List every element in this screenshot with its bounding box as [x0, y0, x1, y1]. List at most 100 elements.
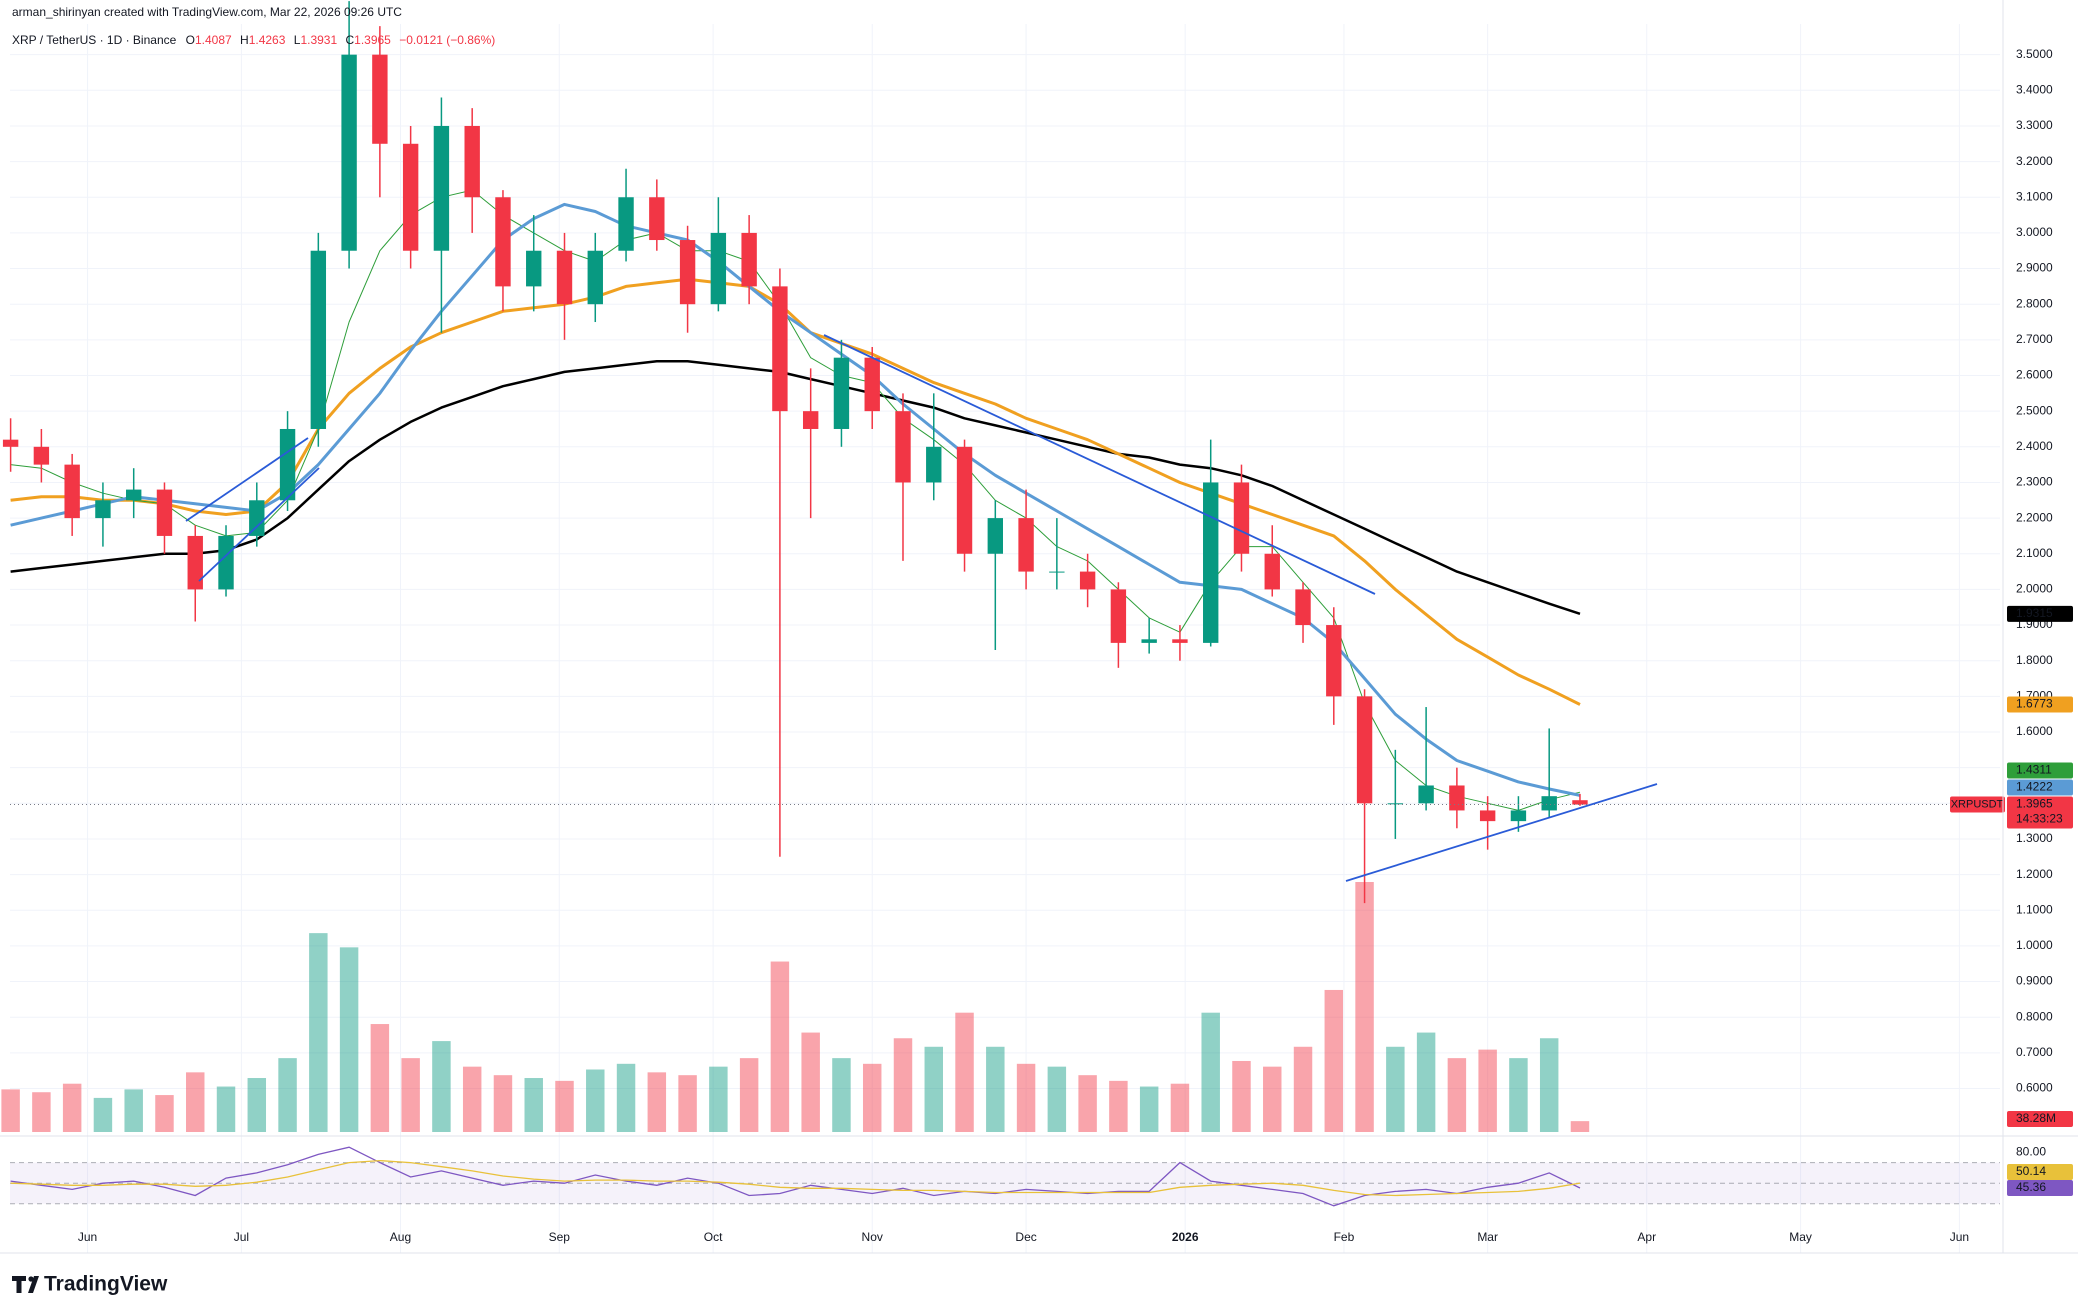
volume-bar — [647, 1072, 667, 1132]
rsi-panel: 80.00 50.14 45.36 — [10, 1145, 2073, 1207]
candle-body — [1572, 800, 1588, 805]
logo-dot — [28, 1276, 34, 1282]
candle-body — [1510, 810, 1527, 822]
trendlines — [185, 334, 1658, 882]
volume-bar — [955, 1012, 974, 1132]
candle-body — [279, 428, 296, 501]
y-tick-label: 2.9000 — [2016, 261, 2053, 275]
volume-bar — [1478, 1049, 1497, 1132]
candle-body — [249, 500, 265, 536]
volume-bar — [32, 1092, 51, 1132]
candle-body — [1203, 482, 1219, 643]
trendline — [198, 467, 320, 582]
rsi-tag — [2007, 1163, 2073, 1180]
y-tick-label: 3.0000 — [2016, 225, 2053, 239]
symbol-tag — [1950, 796, 2005, 813]
moving-average — [10, 277, 1581, 706]
candle-body — [126, 489, 142, 501]
x-tick-label: Aug — [390, 1230, 411, 1244]
volume-bar — [1139, 1086, 1159, 1132]
price-tag-label: 1.6773 — [2016, 697, 2053, 711]
trendline — [1345, 783, 1658, 882]
price-tag — [2007, 779, 2073, 796]
y-tick-label: 3.2000 — [2016, 154, 2053, 168]
ohlc-key: L — [294, 33, 301, 47]
logo-mark — [12, 1276, 39, 1293]
candle-body — [1079, 571, 1096, 590]
candle-body — [1449, 785, 1465, 811]
moving-averages — [10, 189, 1581, 811]
candle-body — [1479, 810, 1496, 822]
candles — [2, 1, 2000, 904]
candle-body — [772, 286, 788, 412]
volume-bar — [216, 1086, 236, 1132]
volume-bar — [1078, 1075, 1097, 1132]
ohlc-key: C — [345, 33, 354, 47]
candle-body — [1387, 803, 1404, 805]
moving-average — [10, 189, 1581, 811]
price-tag — [2007, 762, 2073, 779]
candle-body — [587, 250, 603, 305]
volume-bar — [1109, 1080, 1128, 1132]
x-tick-label: May — [1789, 1230, 1812, 1244]
volume-bar — [93, 1097, 113, 1132]
credit: arman_shirinyan created with TradingView… — [12, 5, 402, 19]
volume-bar — [493, 1075, 513, 1132]
volume-bar — [1447, 1058, 1467, 1132]
volume-bar — [247, 1078, 267, 1132]
volume-bar — [770, 961, 790, 1132]
candle-body — [987, 518, 1003, 554]
volume-bar — [1324, 989, 1344, 1132]
candle-body — [526, 250, 542, 287]
candle-body — [310, 250, 327, 429]
candle-body — [402, 143, 419, 251]
candle-body — [649, 197, 665, 241]
price-tag — [2007, 796, 2073, 829]
volume-bar — [1355, 882, 1374, 1132]
volume-bar — [1201, 1012, 1220, 1132]
y-tick-label: 2.0000 — [2016, 582, 2053, 596]
candle-body — [341, 54, 357, 251]
volume-bar — [370, 1024, 390, 1132]
candle-body — [741, 232, 757, 287]
y-tick-label: 3.5000 — [2016, 47, 2053, 61]
volume-bar — [1509, 1058, 1528, 1132]
y-tick-label: 2.7000 — [2016, 332, 2053, 346]
x-tick-label: Nov — [862, 1230, 883, 1244]
candle-body — [1110, 589, 1127, 643]
ohlc-value: 1.3931 — [300, 33, 337, 47]
candle-body — [1141, 639, 1157, 643]
trendline — [823, 334, 1376, 595]
candle-body — [1233, 482, 1250, 554]
candle-body — [1418, 785, 1434, 804]
price-tag-label: 1.4222 — [2016, 780, 2053, 794]
rsi-tag-label: 45.36 — [2016, 1180, 2046, 1194]
logo: TradingView — [12, 1273, 168, 1296]
price-tag-label: 1.3965 — [2016, 797, 2053, 811]
y-tick-label: 2.8000 — [2016, 296, 2053, 310]
volume-bar — [1570, 1121, 1590, 1132]
volume-bar — [1, 1089, 20, 1132]
volume-bar — [1293, 1046, 1313, 1132]
y-tick-label: 0.7000 — [2016, 1045, 2053, 1059]
volume-bar — [1170, 1083, 1190, 1132]
candle-body — [556, 250, 573, 305]
x-tick-label: Feb — [1334, 1230, 1355, 1244]
volume-bar — [1047, 1066, 1067, 1132]
ohlc-key: O — [186, 33, 195, 47]
volume-bar — [801, 1032, 820, 1132]
volume-bar — [401, 1058, 420, 1132]
x-tick-label: 2026 — [1172, 1230, 1199, 1244]
moving-average — [10, 202, 1581, 797]
y-tick-label: 3.3000 — [2016, 118, 2053, 132]
x-tick-label: Apr — [1637, 1230, 1656, 1244]
candle-body — [464, 125, 480, 198]
volume-bar — [586, 1069, 605, 1132]
volume-bar — [524, 1078, 543, 1132]
volume-bar — [309, 933, 328, 1132]
volume-bar — [1386, 1046, 1405, 1132]
ohlc-value: 1.4263 — [249, 33, 286, 47]
countdown: 14:33:23 — [2016, 812, 2063, 826]
